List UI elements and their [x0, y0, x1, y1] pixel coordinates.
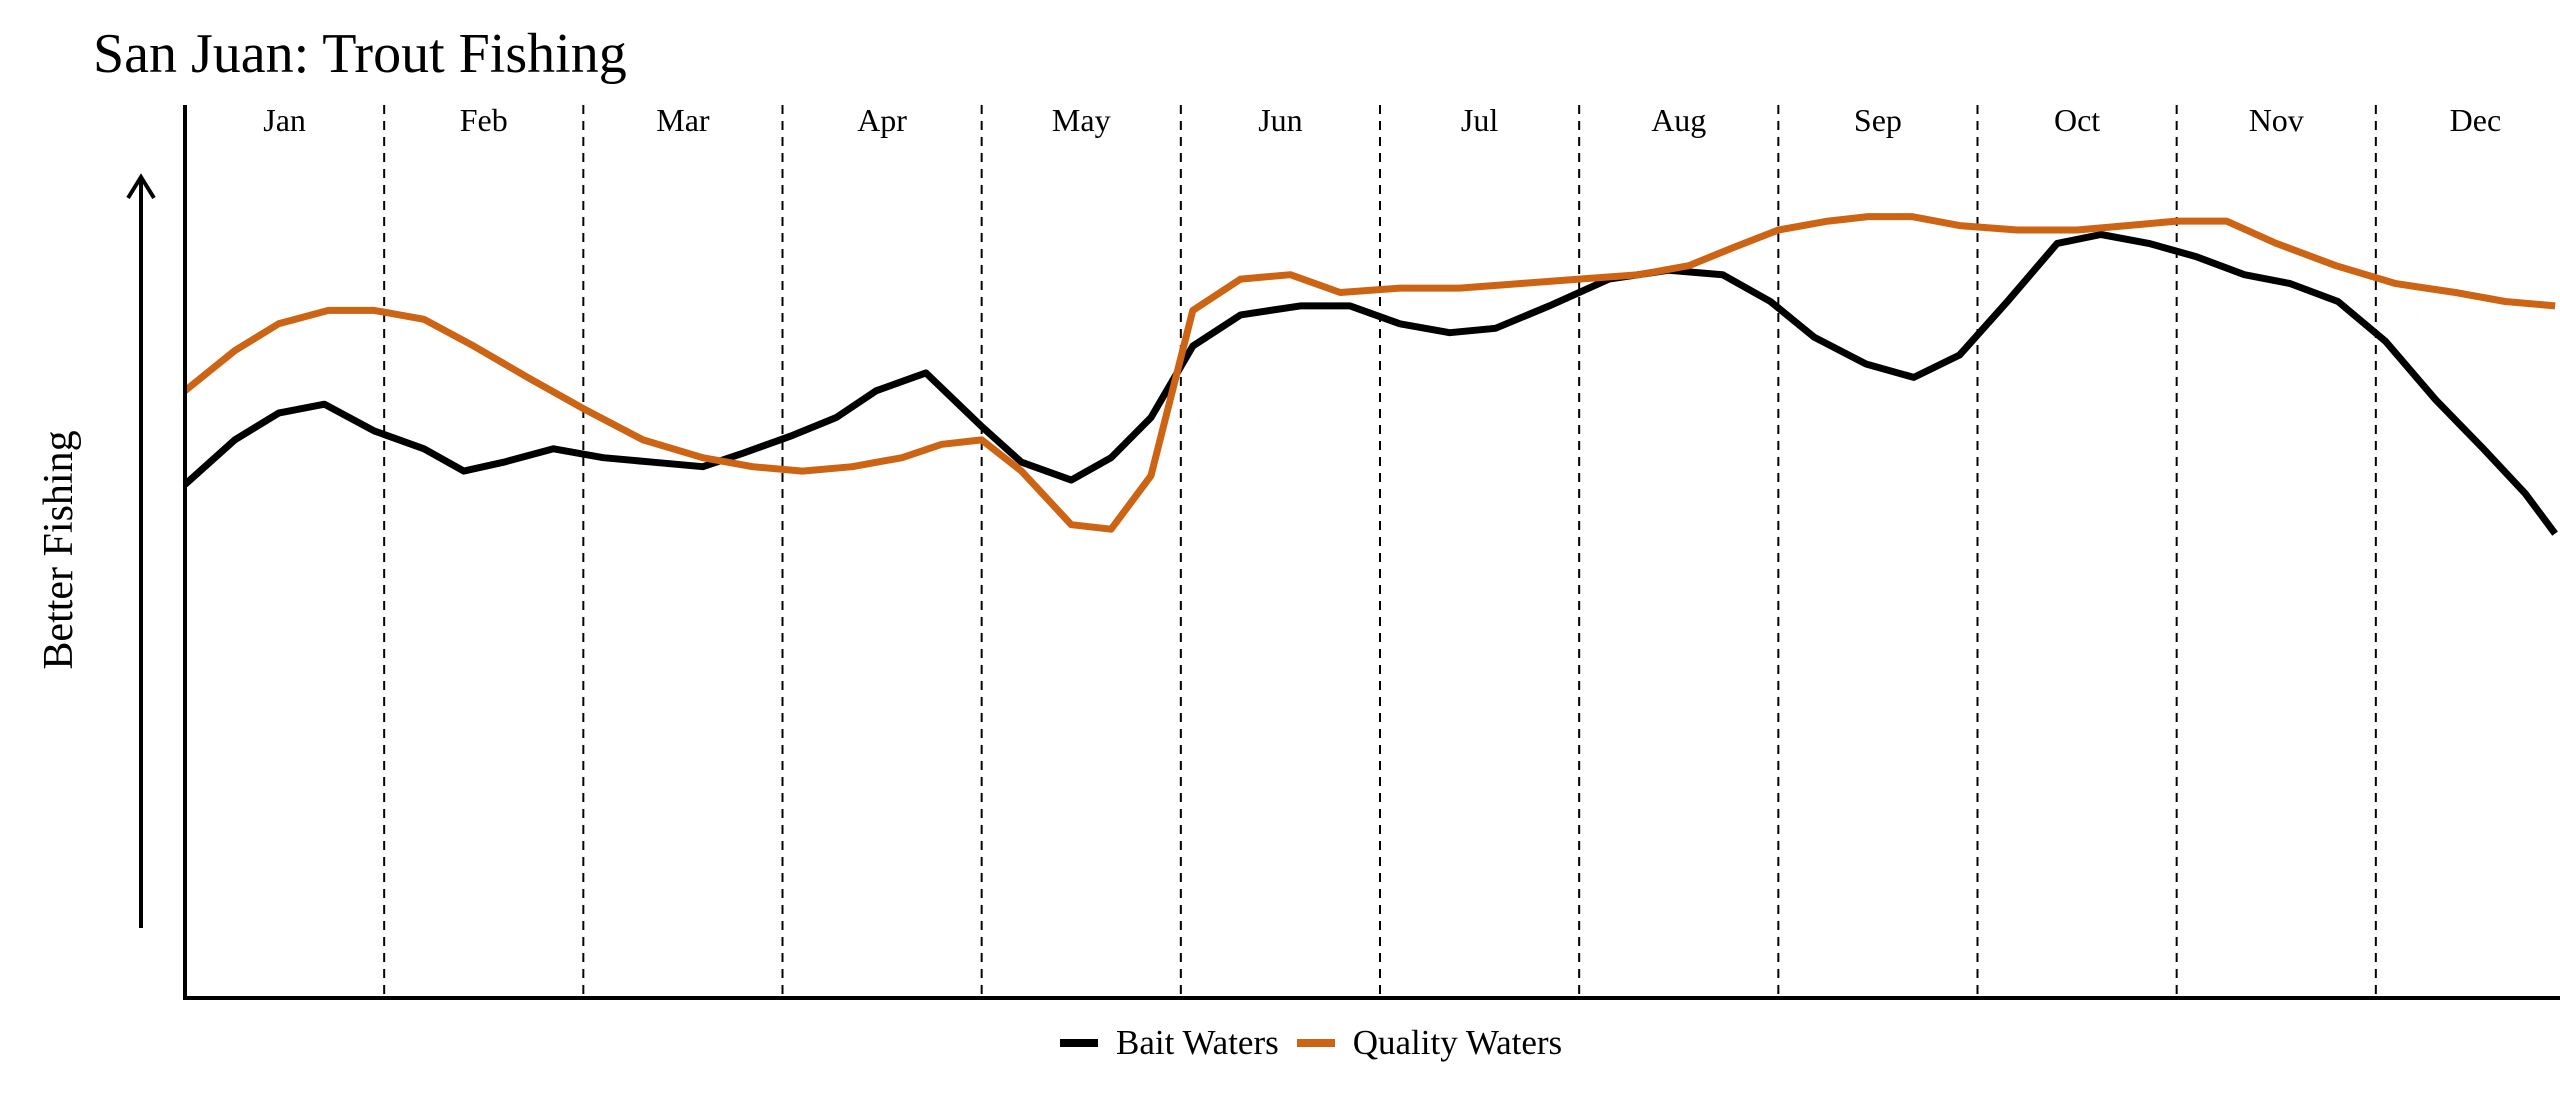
month-label: Feb: [460, 102, 508, 138]
legend: Bait Waters Quality Waters: [1060, 1018, 1580, 1068]
legend-item-quality-waters: Quality Waters: [1296, 1023, 1563, 1063]
legend-item-bait-waters: Bait Waters: [1060, 1023, 1279, 1063]
month-label: Dec: [2450, 102, 2502, 138]
month-label: Sep: [1854, 102, 1902, 138]
month-dividers: [383, 105, 2377, 998]
month-label: Nov: [2249, 102, 2304, 138]
month-label: May: [1052, 102, 1111, 138]
legend-label-quality-waters: Quality Waters: [1352, 1023, 1563, 1062]
axes: Better Fishing: [36, 105, 2560, 1000]
month-label: Oct: [2054, 102, 2100, 138]
month-label: Jan: [263, 102, 306, 138]
series-lines: [182, 213, 2558, 536]
legend-label-bait-waters: Bait Waters: [1116, 1023, 1279, 1062]
month-labels: Jan Feb Mar Apr May Jun Jul Aug Sep Oct Nov Dec: [263, 102, 2501, 138]
month-label: Mar: [656, 102, 710, 138]
series-line: [182, 231, 2558, 536]
legend-swatch-bait-waters: [1060, 1039, 1098, 1047]
month-label: Apr: [857, 102, 907, 138]
month-label: Jul: [1461, 102, 1498, 138]
arrow-up-icon: [126, 173, 156, 200]
legend-swatch-quality-waters: [1296, 1039, 1335, 1047]
y-axis-label: Better Fishing: [36, 430, 82, 669]
month-label: Jun: [1258, 102, 1302, 138]
series-line: [182, 213, 2556, 533]
month-label: Aug: [1651, 102, 1706, 138]
chart-title: San Juan: Trout Fishing: [93, 23, 627, 85]
